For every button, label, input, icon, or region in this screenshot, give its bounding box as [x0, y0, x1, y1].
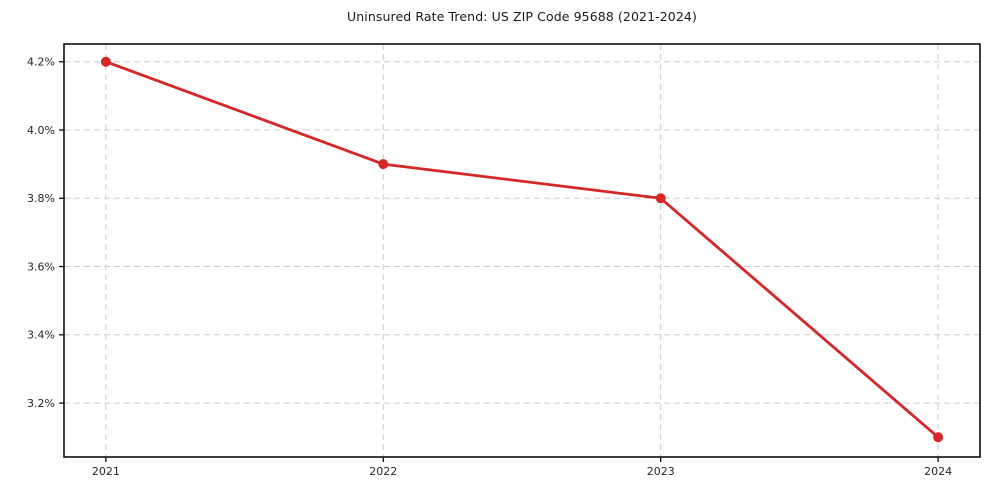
data-point-marker [100, 56, 111, 67]
x-tick-label: 2022 [369, 465, 397, 478]
x-tick-label: 2024 [924, 465, 952, 478]
x-tick-label: 2023 [647, 465, 675, 478]
data-point-marker [378, 159, 389, 170]
plot-area-background [64, 44, 980, 457]
chart-title: Uninsured Rate Trend: US ZIP Code 95688 … [347, 9, 697, 24]
data-point-marker [655, 193, 666, 204]
data-point-marker [933, 432, 944, 443]
axes-spines [63, 43, 981, 458]
y-tick-label: 4.0% [27, 124, 55, 137]
y-tick-label: 3.4% [27, 329, 55, 342]
y-tick-label: 3.6% [27, 260, 55, 273]
y-tick-label: 4.2% [27, 56, 55, 69]
y-tick-label: 3.2% [27, 397, 55, 410]
y-tick-label: 3.8% [27, 192, 55, 205]
trend-line [104, 60, 940, 439]
x-tick-label: 2021 [92, 465, 120, 478]
